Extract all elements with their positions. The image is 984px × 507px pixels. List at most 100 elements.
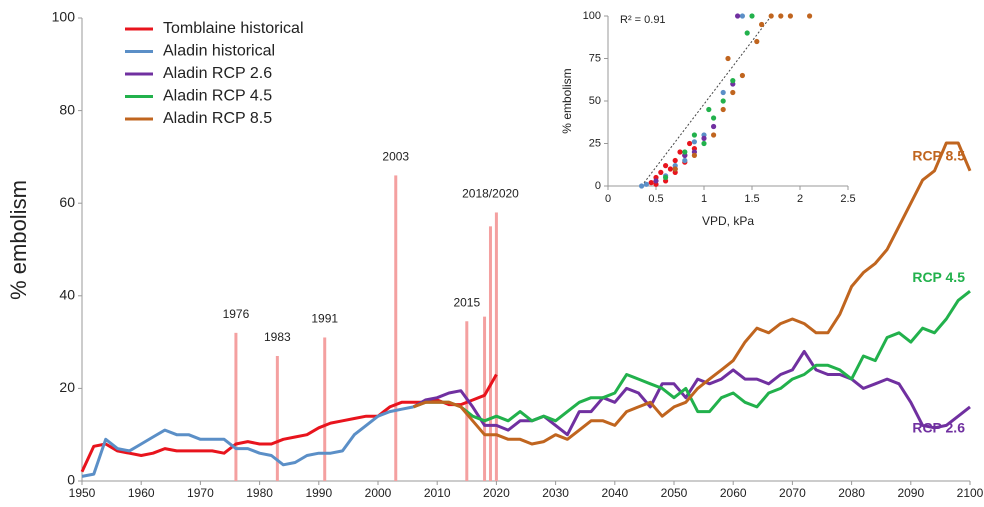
scatter-point: [687, 140, 693, 147]
scatter-point: [667, 166, 674, 172]
scatter-point: [807, 13, 813, 19]
scatter-point: [730, 89, 736, 96]
scatter-point: [735, 13, 741, 19]
y-tick-label: 100: [583, 10, 601, 22]
scatter-point: [672, 157, 678, 164]
scatter-point: [653, 178, 659, 184]
event-label: 2003: [382, 150, 409, 164]
x-tick-label: 1980: [246, 486, 273, 500]
y-tick-label: 60: [59, 194, 75, 210]
y-tick-label: 25: [589, 137, 601, 149]
event-bar: [394, 175, 398, 482]
legend-label: Aladin RCP 2.6: [163, 65, 272, 82]
event-label: 2015: [453, 295, 480, 309]
scatter-point: [658, 169, 664, 175]
x-tick-label: 1.5: [744, 193, 759, 205]
x-tick-label: 2060: [720, 486, 747, 500]
legend-label: Aladin historical: [163, 43, 275, 60]
scatter-point: [691, 132, 698, 138]
event-bar: [494, 212, 498, 481]
scatter-point: [739, 13, 746, 19]
scatter-point: [720, 98, 726, 104]
scatter-point: [701, 135, 707, 141]
scatter-point: [759, 21, 765, 28]
scatter-point: [711, 115, 717, 121]
x-tick-label: 1970: [187, 486, 214, 500]
y-tick-label: 20: [59, 379, 75, 395]
series-line: [412, 290, 971, 423]
scatter-point: [691, 152, 698, 158]
y-tick-label: 0: [67, 472, 75, 488]
scatter-point: [787, 13, 794, 19]
y-axis-label: % embolism: [6, 180, 31, 300]
event-bar: [234, 332, 238, 481]
event-label: 2018/2020: [462, 187, 519, 201]
y-tick-label: 0: [595, 180, 601, 192]
x-tick-label: 2090: [897, 486, 924, 500]
y-tick-label: 50: [589, 95, 601, 107]
scatter-point: [754, 38, 760, 45]
scatter-point: [691, 139, 698, 145]
scatter-point: [682, 157, 688, 164]
inset-y-label: % embolism: [560, 68, 574, 133]
legend-label: Aladin RCP 8.5: [163, 110, 272, 127]
legend-label: Aladin RCP 4.5: [163, 88, 272, 105]
x-tick-label: 1: [701, 193, 707, 205]
x-tick-label: 0.5: [648, 193, 663, 205]
event-label: 1976: [223, 307, 250, 321]
series-end-label: RCP 2.6: [912, 420, 965, 436]
x-tick-label: 2080: [838, 486, 865, 500]
scatter-point: [643, 181, 650, 187]
legend-label: Tomblaine historical: [163, 20, 304, 37]
scatter-point: [663, 174, 669, 181]
scatter-point: [711, 132, 717, 138]
scatter-point: [720, 89, 726, 96]
scatter-point: [725, 55, 731, 62]
scatter-point: [672, 166, 678, 172]
series-end-label: RCP 4.5: [912, 269, 965, 285]
scatter-point: [682, 149, 688, 155]
scatter-point: [663, 163, 669, 169]
x-tick-label: 2: [797, 193, 803, 205]
event-label: 1983: [264, 330, 291, 344]
scatter-point: [706, 106, 712, 113]
series-line: [81, 405, 414, 478]
x-tick-label: 2100: [957, 486, 984, 500]
y-tick-label: 100: [52, 9, 76, 25]
x-tick-label: 2050: [661, 486, 688, 500]
scatter-point: [677, 149, 683, 155]
x-tick-label: 2000: [365, 486, 392, 500]
event-bar: [483, 316, 487, 481]
scatter-point: [744, 30, 750, 36]
scatter-point: [720, 106, 726, 113]
y-tick-label: 75: [589, 52, 601, 64]
series-line: [412, 349, 971, 437]
x-tick-label: 2.5: [840, 193, 855, 205]
series-end-label: RCP 8.5: [912, 147, 965, 163]
event-label: 1991: [311, 312, 338, 326]
scatter-point: [711, 123, 717, 130]
series-line: [80, 373, 498, 473]
scatter-point: [701, 140, 707, 147]
event-bar: [323, 337, 327, 481]
scatter-point: [778, 13, 784, 19]
scatter-point: [768, 13, 774, 19]
fit-line: [641, 15, 772, 187]
event-bar: [275, 355, 279, 481]
scatter-point: [639, 183, 645, 189]
x-tick-label: 1950: [69, 486, 96, 500]
series-line: [412, 141, 972, 446]
x-tick-label: 1960: [128, 486, 155, 500]
scatter-point: [648, 180, 654, 186]
y-tick-label: 80: [59, 101, 75, 117]
event-bar: [488, 226, 492, 481]
scatter-point: [739, 72, 746, 79]
x-tick-label: 1990: [305, 486, 332, 500]
x-tick-label: 2070: [779, 486, 806, 500]
x-tick-label: 2030: [542, 486, 569, 500]
r2-annotation: R² = 0.91: [620, 14, 666, 26]
x-tick-label: 2020: [483, 486, 510, 500]
y-tick-label: 40: [59, 287, 75, 303]
scatter-point: [749, 13, 755, 19]
